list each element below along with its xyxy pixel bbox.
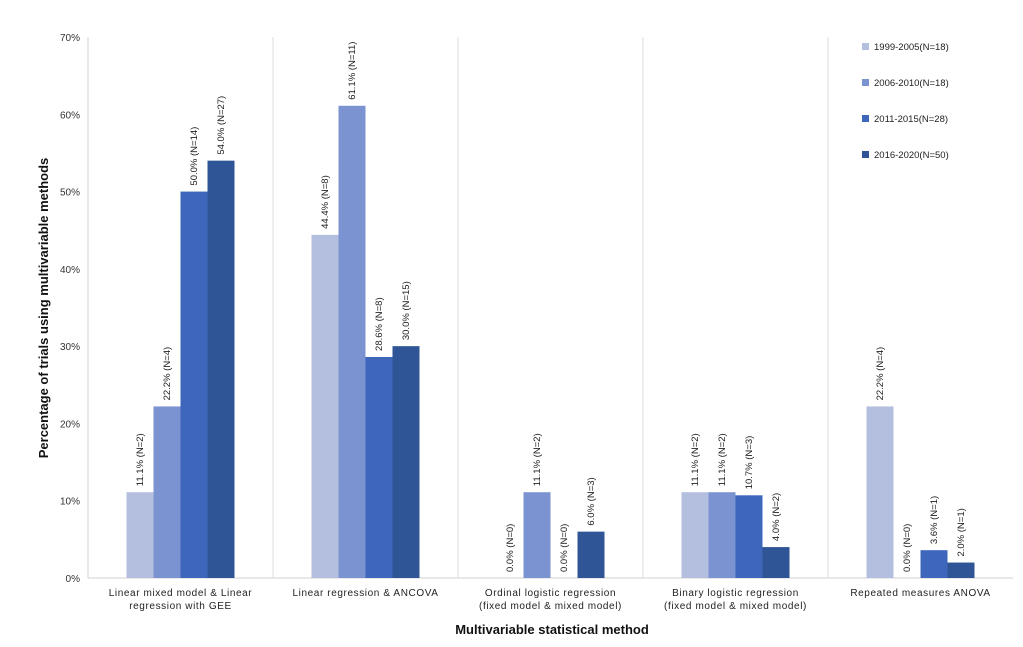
bar	[920, 550, 948, 578]
bar	[311, 234, 339, 578]
bar	[365, 356, 393, 578]
legend-swatch	[862, 115, 869, 122]
bar	[866, 406, 894, 578]
bar	[207, 160, 235, 578]
category-labels: Linear mixed model & Linear regression wi…	[109, 588, 990, 612]
legend-entry: 2016-2020(N=50)	[874, 150, 949, 161]
legend-swatch	[862, 79, 869, 86]
data-label: 0.0% (N=0)	[559, 524, 570, 572]
data-label: 11.1% (N=2)	[532, 433, 543, 486]
y-axis-title: Percentage of trials using multivariable…	[36, 158, 51, 459]
data-label: 30.0% (N=15)	[401, 281, 412, 340]
data-labels: 11.1% (N=2) 22.2% (N=4) 50.0% (N=14) 54.0% …	[135, 42, 967, 572]
bar	[735, 495, 763, 578]
y-tick-label: 30%	[60, 342, 80, 353]
data-label: 50.0% (N=14)	[189, 127, 200, 186]
legend-entry: 2006-2010(N=18)	[874, 78, 949, 89]
data-label: 44.4% (N=8)	[320, 175, 331, 229]
y-tick-label: 50%	[60, 188, 80, 199]
y-tick-label: 10%	[60, 497, 80, 508]
y-tick-label: 20%	[60, 419, 80, 430]
data-label: 11.1% (N=2)	[135, 433, 146, 486]
y-tick-label: 70%	[60, 33, 80, 44]
data-label: 3.6% (N=1)	[929, 496, 940, 544]
data-label: 0.0% (N=0)	[902, 524, 913, 572]
category-label: Linear mixed model & Linear	[109, 588, 253, 599]
bars	[126, 105, 975, 579]
x-axis-title: Multivariable statistical method	[455, 622, 649, 637]
data-label: 54.0% (N=27)	[216, 96, 227, 155]
category-label: (fixed model & mixed model)	[479, 601, 622, 612]
data-label: 10.7% (N=3)	[744, 436, 755, 490]
data-label: 6.0% (N=3)	[586, 477, 597, 525]
category-label: Binary logistic regression	[672, 588, 799, 599]
y-tick-label: 60%	[60, 110, 80, 121]
bar	[338, 105, 366, 578]
y-tick-label: 40%	[60, 265, 80, 276]
legend-swatch	[862, 151, 869, 158]
legend: 1999-2005(N=18) 2006-2010(N=18) 2011-2015(…	[862, 42, 949, 161]
bar	[126, 492, 154, 578]
data-label: 2.0% (N=1)	[956, 508, 967, 556]
data-label: 11.1% (N=2)	[717, 433, 728, 486]
grid	[87, 37, 1013, 579]
category-label: regression with GEE	[129, 601, 232, 612]
data-label: 22.2% (N=4)	[162, 347, 173, 401]
bar	[180, 191, 208, 579]
data-label: 0.0% (N=0)	[505, 524, 516, 572]
category-label: Repeated measures ANOVA	[850, 588, 990, 599]
data-label: 4.0% (N=2)	[771, 493, 782, 541]
category-label: Linear regression & ANCOVA	[292, 588, 438, 599]
data-label: 61.1% (N=11)	[347, 42, 358, 100]
bar	[762, 547, 790, 578]
bar	[392, 346, 420, 578]
category-label: (fixed model & mixed model)	[664, 601, 807, 612]
bar	[577, 531, 605, 578]
bar	[153, 406, 181, 578]
data-label: 22.2% (N=4)	[875, 347, 886, 401]
category-label: Ordinal logistic regression	[485, 588, 616, 599]
bar	[681, 492, 709, 578]
legend-swatch	[862, 43, 869, 50]
data-label: 28.6% (N=8)	[374, 297, 385, 351]
legend-entry: 1999-2005(N=18)	[874, 42, 949, 53]
y-tick-label: 0%	[66, 574, 81, 585]
bar	[523, 492, 551, 578]
legend-entry: 2011-2015(N=28)	[874, 114, 948, 125]
bar	[947, 562, 975, 578]
data-label: 11.1% (N=2)	[690, 433, 701, 486]
y-axis-ticks: 0% 10% 20% 30% 40% 50% 60% 70%	[60, 33, 80, 585]
bar	[708, 492, 736, 578]
